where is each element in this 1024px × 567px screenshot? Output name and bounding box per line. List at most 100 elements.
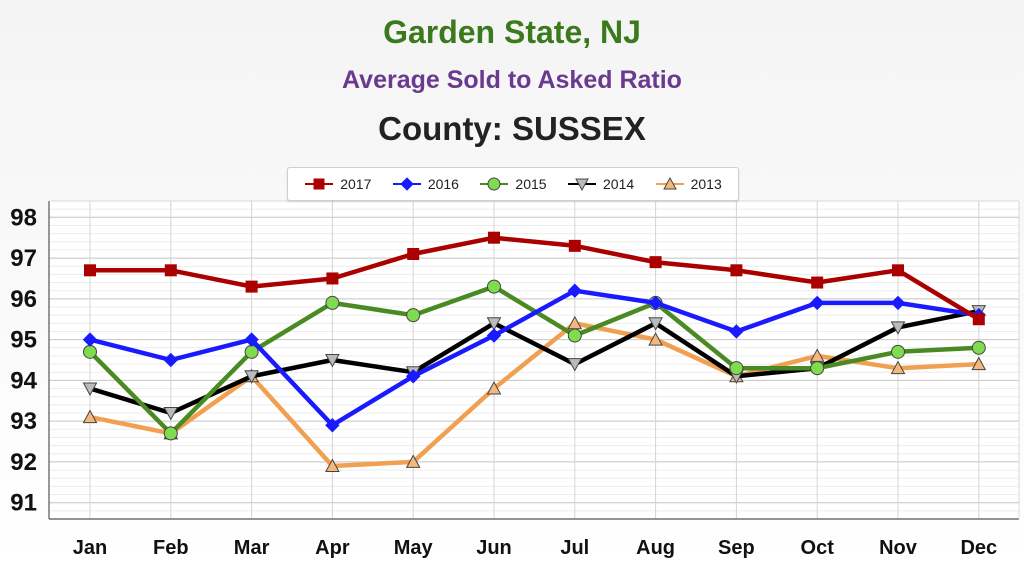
data-point-2017	[164, 264, 177, 277]
legend-item-2017[interactable]: 2017	[304, 176, 371, 192]
legend-item-2013[interactable]: 2013	[655, 176, 722, 192]
data-point-2016	[82, 332, 98, 347]
data-point-2013	[82, 409, 98, 424]
data-point-2015	[891, 344, 905, 359]
x-tick-label: Oct	[801, 537, 835, 559]
data-point-2014	[648, 317, 663, 331]
data-point-2016	[890, 295, 906, 311]
data-point-2017	[649, 256, 662, 269]
data-point-2017	[488, 231, 500, 244]
data-point-2017	[407, 248, 420, 260]
data-point-2016	[325, 418, 340, 433]
data-point-2017	[892, 264, 904, 277]
x-tick-label: Nov	[879, 537, 918, 559]
series-group	[82, 231, 987, 472]
y-tick-label: 92	[10, 449, 37, 476]
data-point-2014	[244, 370, 259, 384]
legend-swatch-marker	[313, 178, 325, 190]
chart-title: Garden State, NJ	[383, 14, 641, 50]
data-point-2017	[730, 264, 743, 277]
legend-swatch-2014	[568, 178, 596, 192]
data-point-2015	[406, 308, 421, 323]
data-point-2016	[405, 369, 421, 384]
legend-swatch-2013	[655, 176, 684, 190]
legend-swatch-2017	[305, 178, 334, 190]
data-point-2014	[325, 354, 340, 368]
data-point-2015	[325, 295, 340, 310]
series-2016	[82, 283, 987, 433]
series-2017	[84, 231, 985, 326]
legend-label: 2017	[340, 176, 372, 192]
data-point-2017	[972, 313, 985, 326]
data-point-2016	[729, 324, 744, 339]
x-tick-label: May	[394, 537, 434, 559]
data-point-2017	[245, 280, 258, 293]
data-point-2015	[567, 328, 582, 343]
y-tick-label: 95	[10, 327, 37, 354]
data-point-2015	[971, 340, 986, 355]
x-tick-label: Jul	[560, 537, 589, 559]
data-point-2013	[405, 454, 421, 468]
y-tick-label: 96	[10, 286, 37, 313]
legend-swatch-2016	[392, 177, 421, 191]
y-tick-label: 94	[10, 367, 37, 394]
series-line-2017	[87, 235, 982, 322]
data-point-2015	[163, 426, 178, 441]
legend-label: 2014	[603, 176, 635, 192]
x-tick-label: Sep	[718, 537, 755, 559]
legend-label: 2013	[690, 176, 722, 192]
y-tick-label: 91	[10, 490, 37, 517]
x-tick-label: Dec	[960, 537, 997, 559]
data-point-2014	[82, 382, 98, 397]
legend-item-2014[interactable]: 2014	[567, 176, 634, 192]
y-tick-label: 97	[10, 245, 37, 272]
data-point-2016	[486, 328, 502, 343]
chart-county-label: County: SUSSEX	[378, 110, 646, 147]
legend: 2017 2016 2015 2014 2013	[287, 167, 739, 201]
data-point-2013	[648, 332, 663, 346]
data-point-2016	[648, 295, 663, 311]
data-point-2014	[890, 321, 906, 335]
legend-label: 2015	[515, 176, 547, 192]
data-point-2017	[84, 264, 96, 277]
data-point-2014	[567, 358, 583, 372]
data-point-2016	[567, 283, 583, 298]
y-tick-labels: 91 92 93 94 95 96 97 98	[10, 204, 37, 516]
series-line-2014	[87, 308, 982, 416]
data-point-2016	[809, 295, 825, 311]
data-point-2013	[325, 458, 340, 472]
data-point-2015	[83, 344, 97, 359]
data-point-2014	[486, 317, 502, 331]
legend-swatch-2015	[480, 177, 509, 191]
legend-swatch-marker	[487, 177, 501, 191]
series-line-2016	[87, 288, 982, 428]
data-point-2015	[810, 361, 825, 376]
series-line-2013	[87, 321, 982, 469]
x-tick-label: Jan	[73, 537, 107, 559]
data-point-2014	[163, 407, 179, 421]
x-tick-label: Feb	[153, 537, 189, 559]
legend-item-2016[interactable]: 2016	[392, 176, 459, 192]
data-point-2013	[971, 356, 987, 371]
data-point-2016	[244, 332, 259, 347]
data-point-2015	[487, 279, 501, 294]
data-point-2017	[811, 276, 824, 289]
data-point-2016	[163, 352, 179, 368]
y-tick-label: 98	[10, 204, 37, 231]
x-tick-label: Aug	[636, 537, 675, 559]
grid-lines	[49, 200, 1019, 520]
x-tick-label: Jun	[476, 537, 512, 559]
legend-swatch-marker	[662, 176, 677, 190]
data-point-2017	[326, 272, 339, 285]
data-point-2013	[486, 380, 502, 395]
x-tick-label: Mar	[234, 537, 270, 559]
legend-swatch-marker	[575, 178, 589, 192]
data-point-2015	[729, 361, 744, 376]
y-tick-label: 93	[10, 408, 37, 435]
plot-background	[49, 201, 1019, 519]
chart-subtitle: Average Sold to Asked Ratio	[342, 66, 682, 94]
legend-item-2015[interactable]: 2015	[479, 176, 547, 192]
legend-swatch-marker	[400, 177, 414, 191]
